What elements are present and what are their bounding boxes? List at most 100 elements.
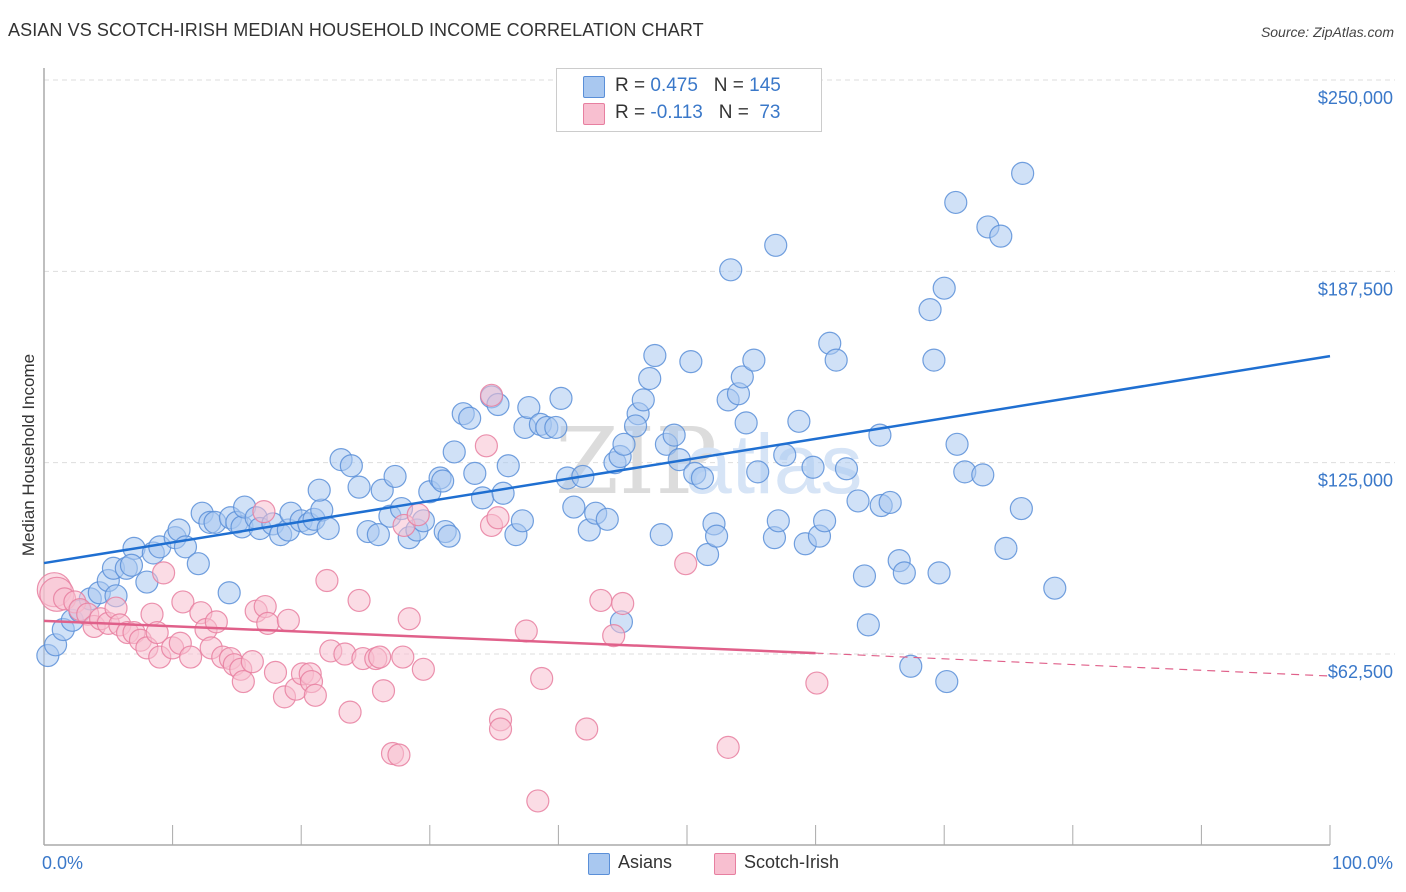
asians-point [719, 258, 743, 282]
scotch-irish-point [530, 666, 554, 691]
asians-point [971, 463, 995, 487]
scotch-irish-point [602, 624, 626, 648]
scotch-irish-point [474, 434, 498, 458]
y-tick-label: $62,500 [1328, 662, 1393, 682]
asians-trend-line [43, 354, 1331, 565]
r-label: R = [615, 102, 651, 123]
asians-point [679, 350, 703, 374]
asians-point [643, 343, 667, 368]
asians-point [186, 552, 210, 576]
correlation-legend: R = 0.475 N = 145 R = -0.113 N = 73 [556, 68, 822, 132]
scotch-irish-point [611, 591, 635, 616]
scotch-irish-point [674, 552, 698, 576]
asians-points [36, 161, 1067, 694]
asians-point [773, 443, 797, 467]
asians-point [690, 466, 715, 490]
scotch-irish-trend-line [43, 619, 816, 655]
asians-point [366, 523, 390, 547]
asians-point [510, 509, 534, 533]
scotch-irish-point [240, 650, 264, 674]
y-tick-label: $125,000 [1318, 471, 1393, 491]
trend-lines [43, 354, 1331, 677]
asians-point [856, 613, 880, 637]
asians-point [994, 536, 1018, 560]
scotch-irish-point [263, 660, 288, 684]
asians-point [463, 461, 487, 485]
asians-point [1011, 161, 1035, 185]
asians-point [764, 233, 788, 257]
asians-point [945, 432, 969, 456]
scotch-irish-point [526, 789, 550, 813]
asians-point [878, 490, 902, 515]
scotch-irish-point [391, 645, 415, 669]
scotch-irish-point [252, 500, 276, 524]
asians-point [442, 440, 466, 464]
asians-point [339, 454, 363, 478]
scotch-irish-point [347, 588, 371, 613]
y-axis-label: Median Household Income [19, 354, 38, 556]
asians-point [638, 366, 662, 391]
r-value: 0.475 [650, 75, 698, 96]
asians-swatch [583, 76, 605, 98]
asians-point [612, 432, 636, 456]
asians-point [1043, 576, 1067, 600]
asians-point [801, 455, 825, 479]
scotch-irish-point [338, 700, 362, 724]
r-label: R = [615, 75, 651, 96]
asians-point [595, 507, 619, 531]
asians-point [517, 395, 541, 420]
scotch-irish-point [575, 717, 599, 741]
asians-point [742, 348, 766, 372]
asians-point [704, 524, 729, 548]
scotch-irish-point [411, 657, 435, 681]
watermark-atlas: atlas [685, 417, 862, 511]
asians-point [695, 542, 720, 567]
x-tick-label: 100.0% [1332, 853, 1393, 873]
asians-point [927, 561, 951, 585]
asians-point [347, 475, 371, 499]
r-value: -0.113 [650, 102, 703, 123]
axes [43, 68, 1331, 846]
asians-point [562, 495, 586, 519]
chart-title: ASIAN VS SCOTCH-IRISH MEDIAN HOUSEHOLD I… [8, 20, 704, 40]
asians-point [383, 464, 407, 489]
asians-swatch [588, 853, 610, 875]
asians-point [899, 654, 923, 678]
scotch-irish-point [368, 645, 392, 669]
scotch-irish-point [179, 645, 203, 669]
asians-point [932, 276, 956, 300]
scotch-irish-point [514, 619, 538, 643]
n-value: 145 [749, 75, 781, 96]
asians-point [787, 409, 811, 433]
asians-point [824, 348, 848, 372]
x-tick-label: 0.0% [42, 853, 83, 873]
asians-point [813, 509, 837, 533]
asians-point [649, 523, 673, 547]
asians-point [834, 457, 859, 481]
scotch-irish-point [397, 607, 421, 631]
asians-point [544, 415, 568, 440]
y-tick-label: $250,000 [1318, 88, 1393, 108]
y-tick-label: $187,500 [1318, 279, 1393, 299]
source-label: Source: ZipAtlas.com [1260, 24, 1394, 40]
scotch-irish-points [36, 383, 829, 813]
asians-point [549, 386, 573, 410]
asians-point [766, 509, 790, 533]
asians-point [458, 406, 482, 430]
scotch-irish-point [276, 608, 300, 632]
axis-labels: $62,500 $125,000 $187,500 $250,000 0.0% 100.0… [42, 88, 1393, 873]
asians-point [1009, 496, 1033, 521]
scotch-irish-point [315, 568, 339, 593]
asians-point [989, 224, 1013, 248]
scotch-irish-point [387, 743, 411, 767]
scotch-irish-point [589, 588, 613, 613]
scotch-irish-swatch [583, 103, 605, 125]
scotch-irish-point [171, 590, 195, 614]
asians-point [944, 190, 968, 215]
gridlines [44, 79, 1395, 655]
scotch-irish-point [406, 503, 430, 527]
n-label: N = [713, 75, 750, 96]
asians-point [852, 564, 877, 588]
asians-point [922, 348, 946, 372]
